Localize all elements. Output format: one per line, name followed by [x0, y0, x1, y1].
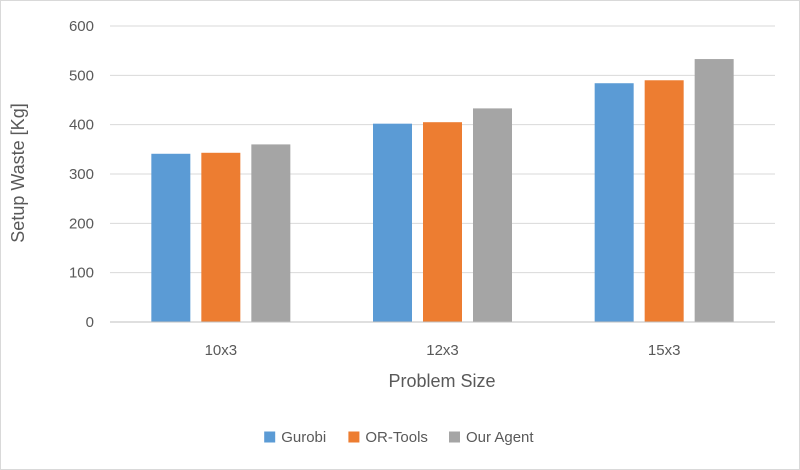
- y-tick-label: 100: [69, 265, 94, 282]
- legend-swatch-or-tools: [348, 431, 360, 443]
- bar-or-tools-10x3: [201, 152, 241, 322]
- bars: [151, 59, 734, 323]
- bar-our-agent-15x3: [694, 59, 734, 322]
- legend-label-or-tools: OR-Tools: [365, 429, 428, 446]
- axes: 0 100 200 300 400 500 600 10x3 12x3 15x3: [69, 18, 775, 359]
- x-tick-label: 15x3: [648, 342, 681, 359]
- y-axis-title: Setup Waste [Kg]: [8, 103, 28, 242]
- y-tick-label: 200: [69, 215, 94, 232]
- y-tick-label: 300: [69, 166, 94, 183]
- bar-gurobi-12x3: [373, 123, 412, 323]
- y-tick-label: 0: [86, 314, 94, 331]
- x-axis-title: Problem Size: [388, 371, 495, 391]
- legend-swatch-gurobi: [264, 431, 276, 443]
- bar-our-agent-12x3: [473, 108, 512, 323]
- y-tick-label: 400: [69, 117, 94, 134]
- x-tick-label: 10x3: [205, 342, 238, 359]
- y-tick-label: 600: [69, 18, 94, 35]
- bar-gurobi-15x3: [594, 83, 634, 322]
- bar-our-agent-10x3: [251, 144, 291, 322]
- y-tick-label: 500: [69, 67, 94, 84]
- legend-swatch-our-agent: [449, 431, 460, 443]
- x-tick-label: 12x3: [426, 342, 459, 359]
- bar-gurobi-10x3: [151, 153, 191, 322]
- legend: Gurobi OR-Tools Our Agent: [264, 429, 534, 446]
- legend-label-gurobi: Gurobi: [281, 429, 326, 446]
- bar-or-tools-15x3: [644, 80, 684, 323]
- bar-or-tools-12x3: [423, 122, 462, 322]
- legend-label-our-agent: Our Agent: [466, 429, 534, 446]
